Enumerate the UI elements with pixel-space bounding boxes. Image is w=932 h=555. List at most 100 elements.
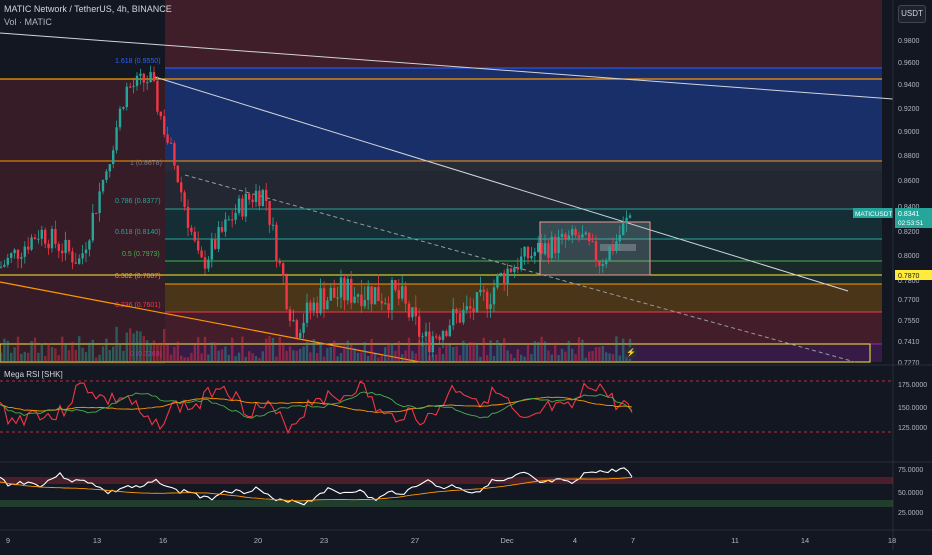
volume-bar	[394, 350, 397, 362]
candle-body	[251, 199, 254, 203]
volume-bar	[74, 350, 77, 362]
candle-body	[537, 242, 540, 252]
time-label: 14	[801, 536, 809, 545]
candle-body	[173, 143, 176, 166]
volume-bar	[441, 354, 445, 362]
volume-bar	[438, 347, 441, 362]
volume-bar	[71, 341, 74, 362]
volume-bar	[16, 336, 20, 362]
volume-bar	[282, 342, 285, 362]
volume-bar	[254, 355, 258, 362]
last-price-bg	[895, 208, 932, 228]
volume-bar	[101, 346, 105, 362]
candle-body	[16, 249, 20, 259]
candle-body	[193, 231, 196, 241]
volume-bar	[285, 350, 288, 362]
volume-bar	[377, 357, 380, 362]
volume-bar	[611, 354, 615, 362]
candle-body	[506, 268, 509, 285]
volume-bar	[30, 340, 33, 362]
volume-bar	[533, 341, 536, 362]
candle-body	[316, 302, 319, 314]
volume-bar	[3, 338, 6, 362]
candle-body	[367, 286, 370, 301]
price-tick: 0.9800	[898, 38, 920, 45]
volume-bar	[118, 343, 122, 362]
volume-bar	[319, 341, 322, 362]
volume-bar	[258, 357, 261, 362]
volume-bar	[180, 355, 183, 362]
volume-bar	[428, 355, 431, 362]
volume-bar	[401, 354, 404, 362]
candle-body	[628, 215, 632, 218]
time-label: 23	[320, 536, 328, 545]
volume-bar	[465, 343, 468, 362]
candle-body	[462, 309, 465, 323]
volume-bar	[135, 330, 139, 362]
volume-bar	[380, 355, 383, 362]
candle-body	[200, 250, 203, 258]
candle-body	[390, 280, 394, 311]
candle-body	[6, 257, 9, 265]
volume-bar	[203, 336, 207, 362]
volume-bar	[557, 355, 560, 362]
candle-body	[363, 300, 366, 307]
lightning-icon[interactable]: ⚡	[625, 347, 637, 359]
candle-body	[302, 322, 305, 333]
candle-body	[67, 239, 71, 252]
fib-label: 0.382 (0.7807)	[115, 273, 161, 280]
candle-body	[135, 75, 139, 86]
volume-bar	[584, 357, 587, 362]
volume-bar	[261, 351, 264, 362]
volume-bar	[509, 354, 513, 362]
candle-body	[142, 73, 145, 83]
candle-body	[186, 206, 190, 228]
candle-body	[88, 240, 91, 250]
volume-bar	[6, 340, 9, 362]
price-tick: 0.8400	[898, 204, 920, 211]
volume-bar	[462, 340, 465, 362]
volume-bar	[88, 342, 91, 362]
candle-body	[105, 171, 108, 180]
fib-label: 1 (0.8678)	[130, 160, 162, 167]
candle-body	[248, 193, 251, 200]
candle-body	[78, 258, 81, 264]
time-label: 16	[159, 536, 167, 545]
volume-bar	[455, 346, 458, 362]
volume-bar	[360, 352, 363, 362]
volume-bar	[210, 342, 213, 362]
candle-body	[217, 227, 220, 249]
candle-body	[591, 241, 594, 243]
volume-bar	[448, 344, 451, 362]
volume-bar	[197, 337, 200, 362]
trendline-dashed	[184, 174, 856, 363]
time-label: Dec	[500, 536, 514, 545]
volume-bar	[292, 350, 295, 362]
candle-body	[210, 238, 213, 260]
candle-body	[554, 236, 557, 254]
currency-button[interactable]: USDT	[898, 5, 926, 23]
volume-bar	[271, 337, 275, 362]
volume-bar	[591, 351, 594, 362]
volume-bar	[47, 343, 50, 362]
volume-bar	[108, 350, 111, 362]
volume-bar	[482, 337, 485, 362]
volume-bar	[435, 354, 438, 362]
candle-body	[560, 233, 564, 237]
osc-tick: 50.0000	[898, 490, 923, 497]
candle-body	[523, 246, 526, 257]
volume-bar	[23, 351, 26, 362]
fib-label: 0 (0.7269)	[130, 351, 162, 358]
volume-bar	[574, 354, 577, 362]
candle-body	[227, 219, 230, 221]
candle-body	[125, 86, 128, 108]
candle-body	[50, 228, 54, 249]
volume-bar	[244, 356, 247, 362]
candle-body	[581, 234, 584, 238]
volume-bar	[98, 354, 101, 362]
candle-body	[455, 308, 458, 314]
candle-body	[424, 331, 428, 337]
volume-bar	[241, 336, 244, 362]
